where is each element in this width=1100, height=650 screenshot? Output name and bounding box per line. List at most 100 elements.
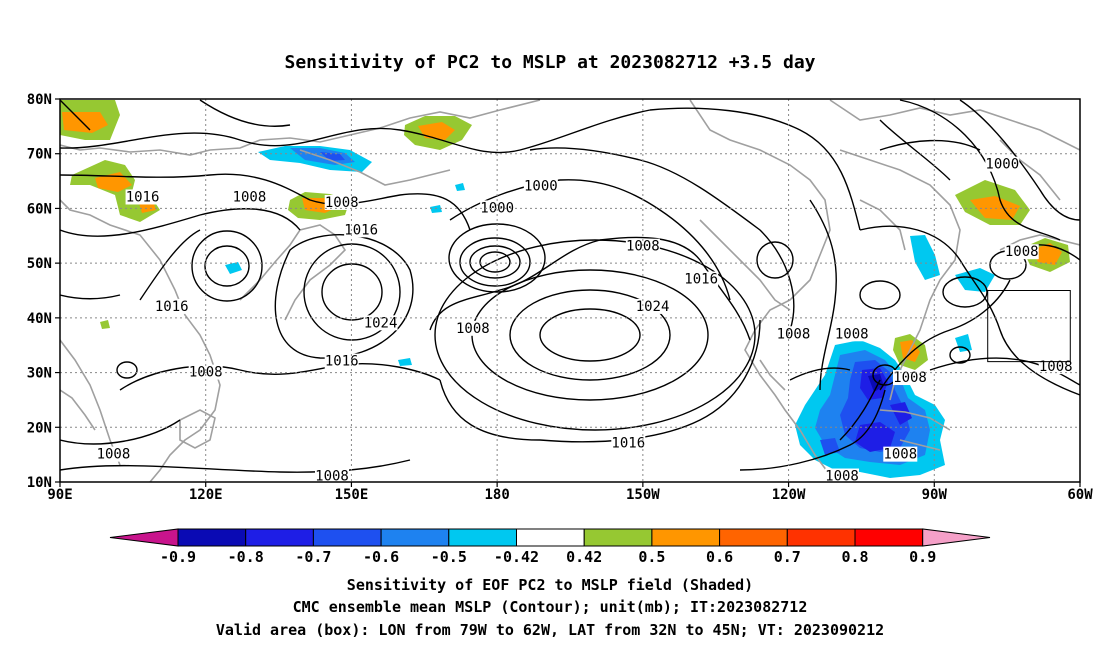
contour-label: 1016 bbox=[684, 272, 718, 288]
lon-tick-label: 180 bbox=[484, 487, 509, 503]
colorbar-segment bbox=[312, 528, 382, 547]
map-title: Sensitivity of PC2 to MSLP at 2023082712… bbox=[284, 52, 815, 73]
contour-label-bg bbox=[324, 353, 359, 369]
contour-label-bg bbox=[480, 200, 515, 216]
lat-tick-label: 30N bbox=[27, 366, 52, 382]
contour-label: 1008 bbox=[893, 370, 927, 386]
colorbar-label: 0.9 bbox=[909, 548, 936, 566]
colorbar-label: 0.7 bbox=[774, 548, 801, 566]
lat-tick-label: 40N bbox=[27, 311, 52, 327]
lat-tick-label: 80N bbox=[27, 92, 52, 108]
contour-label-bg bbox=[635, 298, 670, 314]
contour-label: 1008 bbox=[325, 195, 359, 211]
colorbar-label: 0.42 bbox=[566, 548, 602, 566]
contour-label-bg bbox=[1004, 244, 1039, 260]
contour-label-bg bbox=[344, 222, 379, 238]
contour-label: 1008 bbox=[835, 326, 869, 342]
colorbar: -0.9 -0.8 -0.7 -0.6 -0.5 -0.42 0.42 0.5 0.6 0.7 0.… bbox=[109, 528, 991, 566]
lon-tick-label: 150E bbox=[335, 487, 369, 503]
lat-tick-label: 20N bbox=[27, 420, 52, 436]
contour-label-bg bbox=[154, 298, 189, 314]
contour-label: 1008 bbox=[233, 189, 267, 205]
contour-label-bg bbox=[1038, 359, 1073, 375]
contour-label: 1008 bbox=[97, 447, 131, 463]
contour-label: 1008 bbox=[777, 326, 811, 342]
lat-tick-label: 10N bbox=[27, 475, 52, 491]
lon-tick-label: 90W bbox=[922, 487, 948, 503]
colorbar-segment bbox=[177, 528, 247, 547]
contour-label: 1024 bbox=[364, 315, 398, 331]
contour-label: 1008 bbox=[626, 239, 660, 255]
contour-label: 1016 bbox=[155, 299, 189, 315]
contour-label-bg bbox=[324, 194, 359, 210]
contour-label-layer: 1016 1008 1008 1016 1016 1024 1016 1008 1008 1008… bbox=[96, 156, 1073, 485]
lon-tick-label: 150W bbox=[626, 487, 660, 503]
lon-tick-label: 90E bbox=[47, 487, 72, 503]
colorbar-segment bbox=[380, 528, 450, 547]
coastlines bbox=[60, 99, 1080, 482]
lat-tick-label: 70N bbox=[27, 147, 52, 163]
contour-label: 1008 bbox=[883, 447, 917, 463]
contour-label: 1000 bbox=[480, 200, 514, 216]
lat-tick-label: 60N bbox=[27, 201, 52, 217]
colorbar-label: -0.5 bbox=[431, 548, 467, 566]
contour-label-bg bbox=[893, 370, 927, 386]
colorbar-under-triangle bbox=[109, 528, 179, 547]
contour-label: 1000 bbox=[524, 179, 558, 195]
contour-label-bg bbox=[96, 446, 131, 462]
contour-label-bg bbox=[125, 189, 160, 205]
contour-label-bg bbox=[883, 446, 918, 462]
colorbar-label: 0.5 bbox=[638, 548, 665, 566]
contour-label-bg bbox=[232, 189, 267, 205]
colorbar-segment bbox=[583, 528, 653, 547]
map-frame bbox=[59, 98, 1081, 483]
colorbar-over-triangle bbox=[922, 528, 991, 547]
contour-label: 1016 bbox=[611, 436, 645, 452]
caption-line-2: CMC ensemble mean MSLP (Contour); unit(m… bbox=[293, 598, 808, 616]
colorbar-label: -0.6 bbox=[363, 548, 399, 566]
contour-label: 1008 bbox=[456, 321, 490, 337]
contour-label: 1024 bbox=[636, 299, 670, 315]
contour-label-bg bbox=[834, 326, 869, 342]
contour-label-bg bbox=[825, 468, 859, 482]
colorbar-segment bbox=[448, 528, 517, 547]
contour-label: 1016 bbox=[344, 222, 378, 238]
contour-label-bg bbox=[776, 326, 811, 342]
contour-label-bg bbox=[523, 178, 558, 194]
lat-lon-grid bbox=[60, 99, 1080, 482]
colorbar-label: 0.6 bbox=[706, 548, 733, 566]
colorbar-label: -0.8 bbox=[228, 548, 264, 566]
caption-line-1: Sensitivity of EOF PC2 to MSLP field (Sh… bbox=[347, 576, 753, 594]
valid-area-box bbox=[987, 290, 1071, 363]
colorbar-segment bbox=[516, 528, 585, 547]
colorbar-segment bbox=[854, 528, 924, 547]
colorbar-segment bbox=[651, 528, 721, 547]
contour-label: 1000 bbox=[985, 157, 1019, 173]
contour-label-bg bbox=[611, 435, 646, 451]
colorbar-segment bbox=[786, 528, 856, 547]
lon-tick-label: 120W bbox=[772, 487, 806, 503]
contour-label-bg bbox=[363, 315, 398, 331]
colorbar-segment bbox=[719, 528, 788, 547]
contour-label: 1008 bbox=[315, 469, 349, 485]
contour-label-bg bbox=[625, 238, 660, 254]
contour-label: 1008 bbox=[1005, 244, 1039, 260]
colorbar-label: -0.9 bbox=[160, 548, 196, 566]
map-content: 1016 1008 1008 1016 1016 1024 1016 1008 1008 1008… bbox=[60, 99, 1080, 485]
contour-label: 1008 bbox=[1039, 359, 1073, 375]
colorbar-label: -0.42 bbox=[494, 548, 539, 566]
colorbar-segment bbox=[245, 528, 314, 547]
lat-tick-label: 50N bbox=[27, 256, 52, 272]
contour-label: 1008 bbox=[825, 469, 859, 485]
colorbar-label: -0.7 bbox=[295, 548, 331, 566]
colorbar-label: 0.8 bbox=[841, 548, 868, 566]
contour-label-bg bbox=[684, 271, 719, 287]
caption-line-3: Valid area (box): LON from 79W to 62W, L… bbox=[216, 621, 884, 639]
contour-label-bg bbox=[455, 320, 490, 336]
lon-tick-label: 120E bbox=[189, 487, 223, 503]
contour-label: 1016 bbox=[126, 189, 160, 205]
contour-label-bg bbox=[315, 468, 349, 482]
contour-label-bg bbox=[985, 156, 1020, 172]
